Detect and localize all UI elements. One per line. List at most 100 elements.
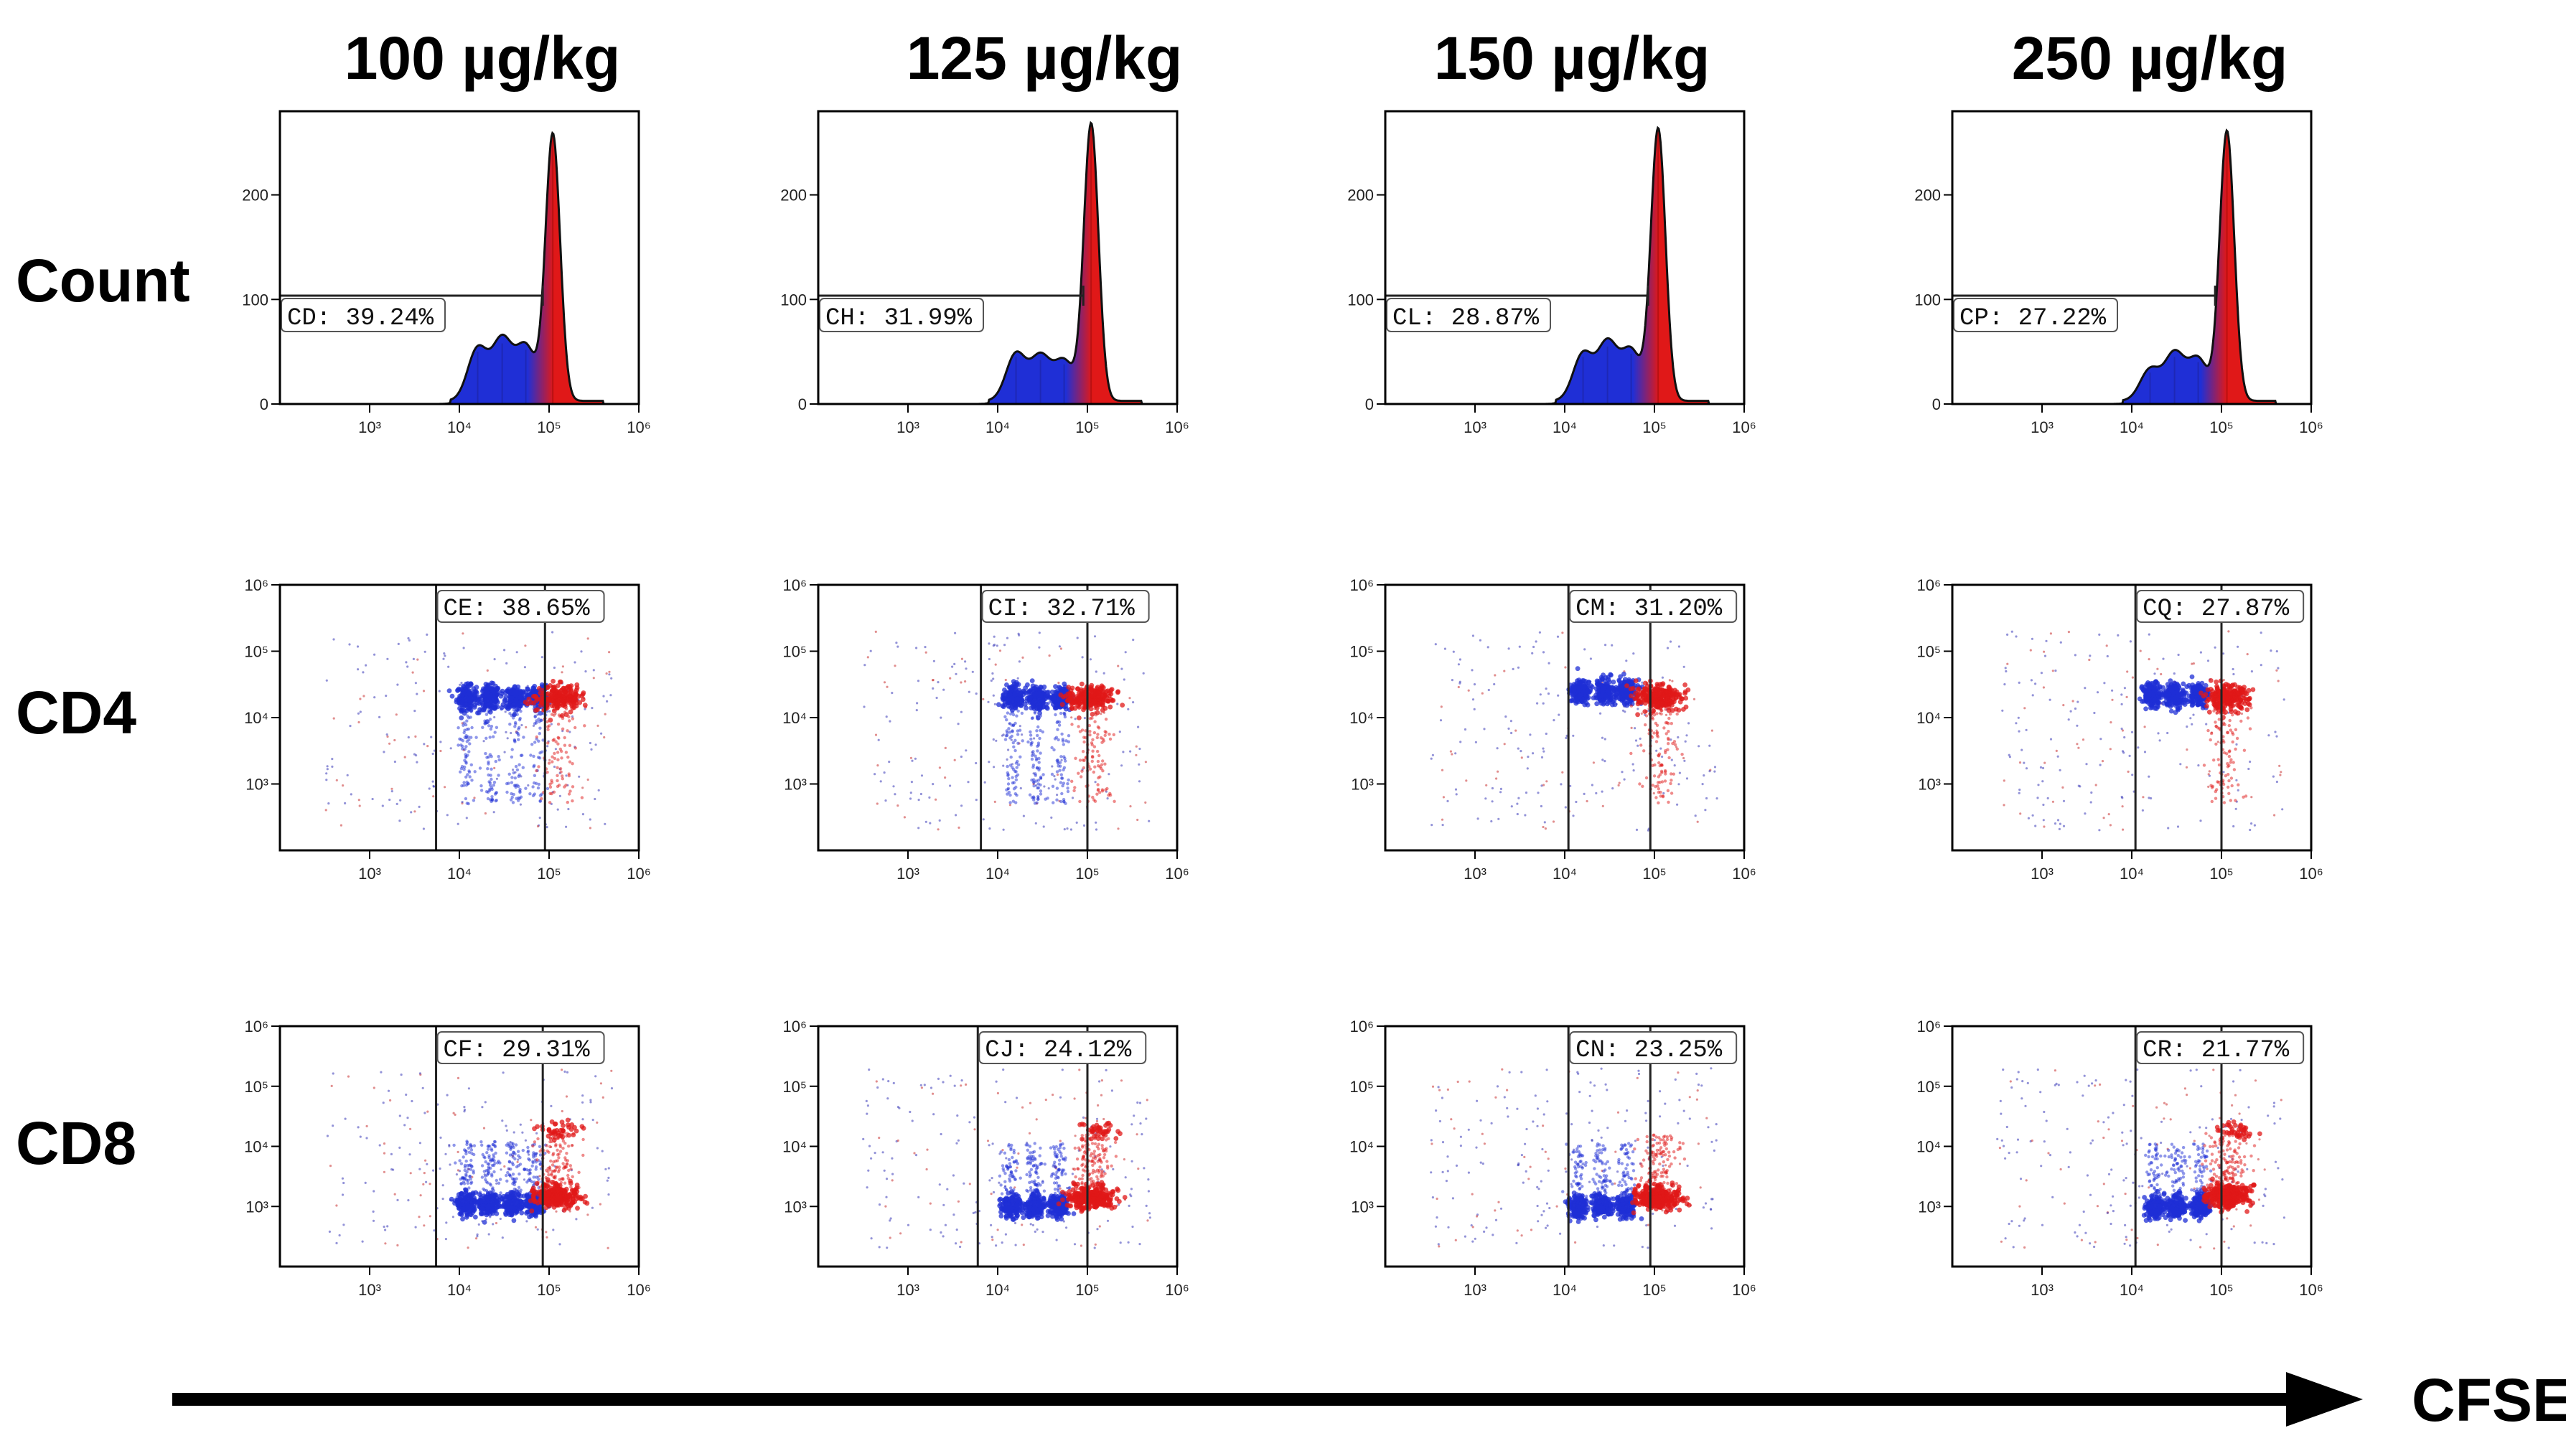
x-tick-label: 10⁴ <box>1553 865 1577 883</box>
row-label-cd8: CD8 <box>16 1109 136 1177</box>
plot-area <box>324 631 613 830</box>
panel-frame <box>1384 110 1746 405</box>
x-tick-label: 10⁵ <box>537 865 561 883</box>
divided-cluster <box>996 679 1031 804</box>
y-tick-label: 10³ <box>245 776 268 794</box>
gate-label: CJ: 24.12% <box>985 1037 1132 1064</box>
plot-area <box>1430 631 1718 832</box>
panel-grid: CD: 39.24% 0 100 200 10³ 10⁴ 10⁵ 10⁶ CH: 31.99% 0… <box>242 110 2323 1299</box>
cd4-scatter-panel: CE: 38.65% 10³ 10⁴ 10⁵ 10⁶ 10³ 10⁴ 10⁵ 10⁶ <box>244 576 651 883</box>
divided-cluster <box>473 680 508 804</box>
divided-cluster <box>1561 1142 1596 1224</box>
y-tick-label: 10⁵ <box>782 643 807 661</box>
x-tick-label: 10⁶ <box>2299 865 2323 883</box>
x-tick-label: 10⁶ <box>1165 865 1189 883</box>
x-tick-label: 10⁵ <box>1075 418 1100 436</box>
y-tick-label: 10³ <box>1918 1198 1941 1216</box>
cd4-scatter-panel: CI: 32.71% 10³ 10⁴ 10⁵ 10⁶ 10³ 10⁴ 10⁵ 10⁶ <box>782 576 1189 883</box>
divided-cluster <box>2161 678 2190 715</box>
gate-bracket: CH: 31.99% <box>818 286 1085 333</box>
panel-frame <box>817 583 1179 852</box>
undivided-cluster <box>532 1117 586 1143</box>
x-tick-label: 10³ <box>1464 418 1486 436</box>
x-tick-label: 10⁶ <box>1732 1281 1756 1299</box>
panel-frame <box>278 110 640 405</box>
gate-rectangle: CJ: 24.12% <box>976 1025 1147 1268</box>
gate-label: CL: 28.87% <box>1392 305 1540 332</box>
x-tick-label: 10⁵ <box>537 1281 561 1299</box>
y-tick-label: 10³ <box>1351 1198 1374 1216</box>
background-events <box>2001 630 2285 832</box>
gate-label: CD: 39.24% <box>287 305 434 332</box>
y-tick-label: 10⁵ <box>782 1078 807 1096</box>
x-tick-label: 10⁶ <box>1165 418 1189 436</box>
cd8-scatter-panel: CJ: 24.12% 10³ 10⁴ 10⁵ 10⁶ 10³ 10⁴ 10⁵ 10⁶ <box>782 1018 1189 1299</box>
x-tick-label: 10³ <box>1464 1281 1486 1299</box>
y-tick-label: 10⁶ <box>782 576 807 594</box>
y-tick-label: 10⁴ <box>244 1138 268 1156</box>
y-tick-label: 10³ <box>784 776 807 794</box>
divided-cluster <box>997 1142 1026 1222</box>
y-tick-label: 10⁵ <box>1916 643 1941 661</box>
gate-bracket: CD: 39.24% <box>280 286 544 333</box>
y-tick-label: 10³ <box>245 1198 268 1216</box>
background-events <box>1430 631 1718 832</box>
dose-header: 250 µg/kg <box>2012 24 2288 92</box>
undivided-cluster <box>528 1131 590 1213</box>
background-events <box>862 1068 1151 1249</box>
divided-cluster <box>449 1140 484 1222</box>
divided-cluster <box>498 1141 530 1223</box>
y-tick-label: 0 <box>1365 395 1374 413</box>
x-tick-label: 10⁴ <box>447 418 472 436</box>
gate-label: CM: 31.20% <box>1575 596 1723 623</box>
divided-cluster <box>2141 1142 2171 1223</box>
gate-label: CI: 32.71% <box>988 596 1135 623</box>
x-tick-label: 10³ <box>1464 865 1486 883</box>
undivided-cluster <box>1077 1120 1123 1142</box>
y-tick-label: 100 <box>780 291 807 309</box>
divided-cluster <box>1611 1142 1647 1222</box>
plot-area <box>326 1068 614 1249</box>
divided-cluster <box>474 1140 505 1225</box>
x-tick-label: 10⁵ <box>1075 865 1100 883</box>
count-histogram-panel: CD: 39.24% 0 100 200 10³ 10⁴ 10⁵ 10⁶ <box>242 110 651 436</box>
divided-cluster <box>1041 1142 1077 1222</box>
dose-header: 150 µg/kg <box>1434 24 1710 92</box>
gate-label: CF: 29.31% <box>444 1037 591 1064</box>
dose-header: 125 µg/kg <box>907 24 1183 92</box>
undivided-cluster <box>523 678 588 804</box>
plot-area <box>2001 630 2285 832</box>
x-tick-label: 10⁴ <box>447 1281 472 1299</box>
y-tick-label: 10⁵ <box>244 1078 268 1096</box>
x-tick-label: 10⁵ <box>537 418 561 436</box>
y-tick-label: 100 <box>1347 291 1374 309</box>
gate-label: CH: 31.99% <box>825 305 973 332</box>
x-tick-label: 10⁴ <box>447 865 472 883</box>
cfse-arrow-head <box>2286 1372 2363 1427</box>
y-tick-label: 0 <box>798 395 807 413</box>
plot-area <box>418 131 635 404</box>
count-histogram-panel: CP: 27.22% 0 100 200 10³ 10⁴ 10⁵ 10⁶ <box>1914 110 2323 436</box>
divided-cluster <box>1588 1142 1621 1223</box>
x-tick-label: 10³ <box>896 418 919 436</box>
panel-frame <box>1951 583 2313 852</box>
x-tick-label: 10³ <box>358 865 381 883</box>
cd4-scatter-panel: CQ: 27.87% 10³ 10⁴ 10⁵ 10⁶ 10³ 10⁴ 10⁵ 10⁶ <box>1916 576 2323 883</box>
divided-cluster <box>2137 679 2167 712</box>
y-tick-label: 10⁶ <box>1349 576 1374 594</box>
y-tick-label: 100 <box>242 291 268 309</box>
row-label-count: Count <box>16 247 190 314</box>
x-tick-label: 10⁴ <box>2120 1281 2144 1299</box>
x-tick-label: 10⁵ <box>2209 1281 2234 1299</box>
x-tick-label: 10⁶ <box>627 865 651 883</box>
plot-area <box>1524 126 1740 404</box>
panel-frame <box>817 110 1179 405</box>
plot-area <box>957 121 1173 404</box>
y-tick-label: 10⁴ <box>1916 709 1941 727</box>
y-tick-label: 200 <box>780 187 807 205</box>
x-tick-label: 10³ <box>2031 1281 2054 1299</box>
y-tick-label: 10⁵ <box>1349 1078 1374 1096</box>
gate-rectangle: CN: 23.25% <box>1567 1025 1738 1268</box>
cfse-axis-label: CFSE <box>2412 1366 2566 1434</box>
